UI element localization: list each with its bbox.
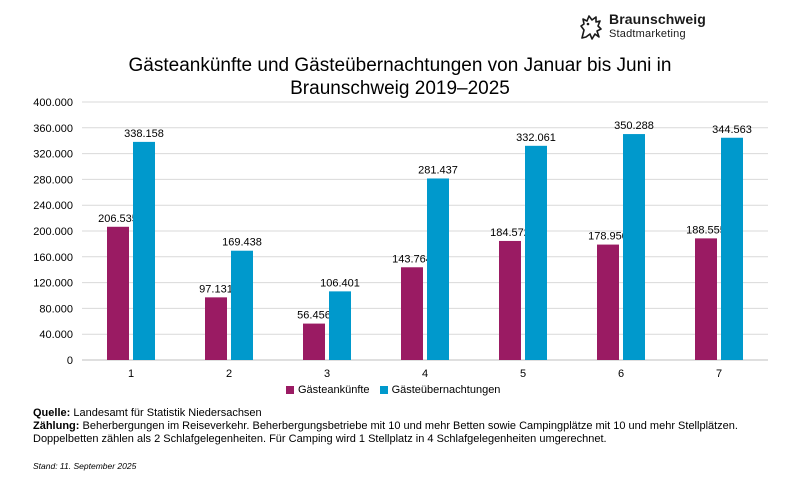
braunschweig-logo: Braunschweig Stadtmarketing (578, 10, 728, 46)
data-label: 106.401 (320, 277, 360, 289)
legend-item-uebernachtungen: Gästeübernachtungen (379, 384, 501, 396)
x-tick-label: 2 (226, 368, 232, 380)
y-tick-label: 360.000 (33, 123, 73, 135)
y-tick-label: 40.000 (39, 329, 73, 341)
bar-ankuenfte (401, 267, 423, 360)
chart-title: Gästeankünfte und Gästeübernachtungen vo… (100, 54, 700, 100)
x-tick-label: 4 (422, 368, 428, 380)
bar-chart: 0 40.000 80.000 120.000 160.000 200.000 240.00… (33, 97, 768, 380)
y-tick-label: 120.000 (33, 278, 73, 290)
x-tick-label: 3 (324, 368, 330, 380)
chart-notes: Quelle: Landesamt für Statistik Niedersa… (33, 407, 783, 446)
bar-ankuenfte (695, 238, 717, 360)
legend-swatch-uebernachtungen (379, 386, 388, 394)
data-label: 281.437 (418, 164, 458, 176)
x-tick-label: 7 (716, 368, 722, 380)
count-note: Zählung: Beherbergungen im Reiseverkehr.… (33, 420, 783, 446)
data-label: 184.572 (490, 227, 530, 239)
bar-uebernachtungen (427, 178, 449, 360)
data-label: 143.764 (392, 253, 432, 265)
bar-uebernachtungen (329, 291, 351, 360)
data-label: 338.158 (124, 128, 164, 140)
legend-label-ankuenfte: Gästeankünfte (298, 384, 370, 396)
bar-uebernachtungen (525, 145, 547, 360)
y-tick-label: 280.000 (33, 174, 73, 186)
logo-brand-text: Braunschweig (609, 11, 706, 27)
x-tick-label: 5 (520, 368, 526, 380)
bar-ankuenfte (499, 240, 521, 360)
chart-legend: Gästeankünfte Gästeübernachtungen (286, 383, 500, 397)
legend-label-uebernachtungen: Gästeübernachtungen (391, 384, 501, 396)
count-label: Zählung: (33, 420, 80, 432)
chart-title-line-2: Braunschweig 2019–2025 (290, 78, 510, 99)
data-label: 206.535 (98, 213, 138, 225)
legend-swatch-ankuenfte (286, 386, 294, 394)
y-tick-label: 160.000 (33, 252, 73, 264)
data-label: 97.131 (199, 283, 233, 295)
data-label: 350.288 (614, 120, 654, 132)
chart-title-line-1: Gästeankünfte und Gästeübernachtungen vo… (128, 55, 672, 76)
bar-ankuenfte (205, 297, 227, 360)
x-tick-label: 6 (618, 368, 624, 380)
bar-ankuenfte (107, 226, 129, 360)
count-text: Beherbergungen im Reiseverkehr. Beherber… (33, 420, 738, 445)
legend-item-ankuenfte: Gästeankünfte (286, 384, 370, 396)
y-tick-label: 240.000 (33, 200, 73, 212)
source-text: Landesamt für Statistik Niedersachsen (70, 407, 262, 419)
data-label: 178.950 (588, 231, 628, 243)
data-label: 56.456 (297, 310, 331, 322)
bar-ankuenfte (597, 244, 619, 360)
x-tick-label: 1 (128, 368, 134, 380)
y-tick-label: 0 (67, 355, 73, 367)
logo-sub-text: Stadtmarketing (609, 28, 686, 40)
lion-icon (580, 15, 602, 40)
y-tick-label: 320.000 (33, 149, 73, 161)
data-label: 344.563 (712, 124, 752, 136)
source-label: Quelle: (33, 407, 71, 419)
data-label: 332.061 (516, 132, 556, 144)
bar-ankuenfte (303, 323, 325, 360)
date-stamp: Stand: 11. September 2025 (33, 461, 137, 471)
data-label: 188.555 (686, 224, 726, 236)
y-tick-label: 80.000 (39, 303, 73, 315)
y-tick-label: 400.000 (33, 97, 73, 109)
bar-uebernachtungen (623, 134, 645, 360)
bar-uebernachtungen (133, 141, 155, 360)
bar-uebernachtungen (231, 250, 253, 360)
bar-uebernachtungen (721, 137, 743, 360)
y-tick-label: 200.000 (33, 226, 73, 238)
data-label: 169.438 (222, 237, 262, 249)
source-note: Quelle: Landesamt für Statistik Niedersa… (33, 407, 783, 420)
